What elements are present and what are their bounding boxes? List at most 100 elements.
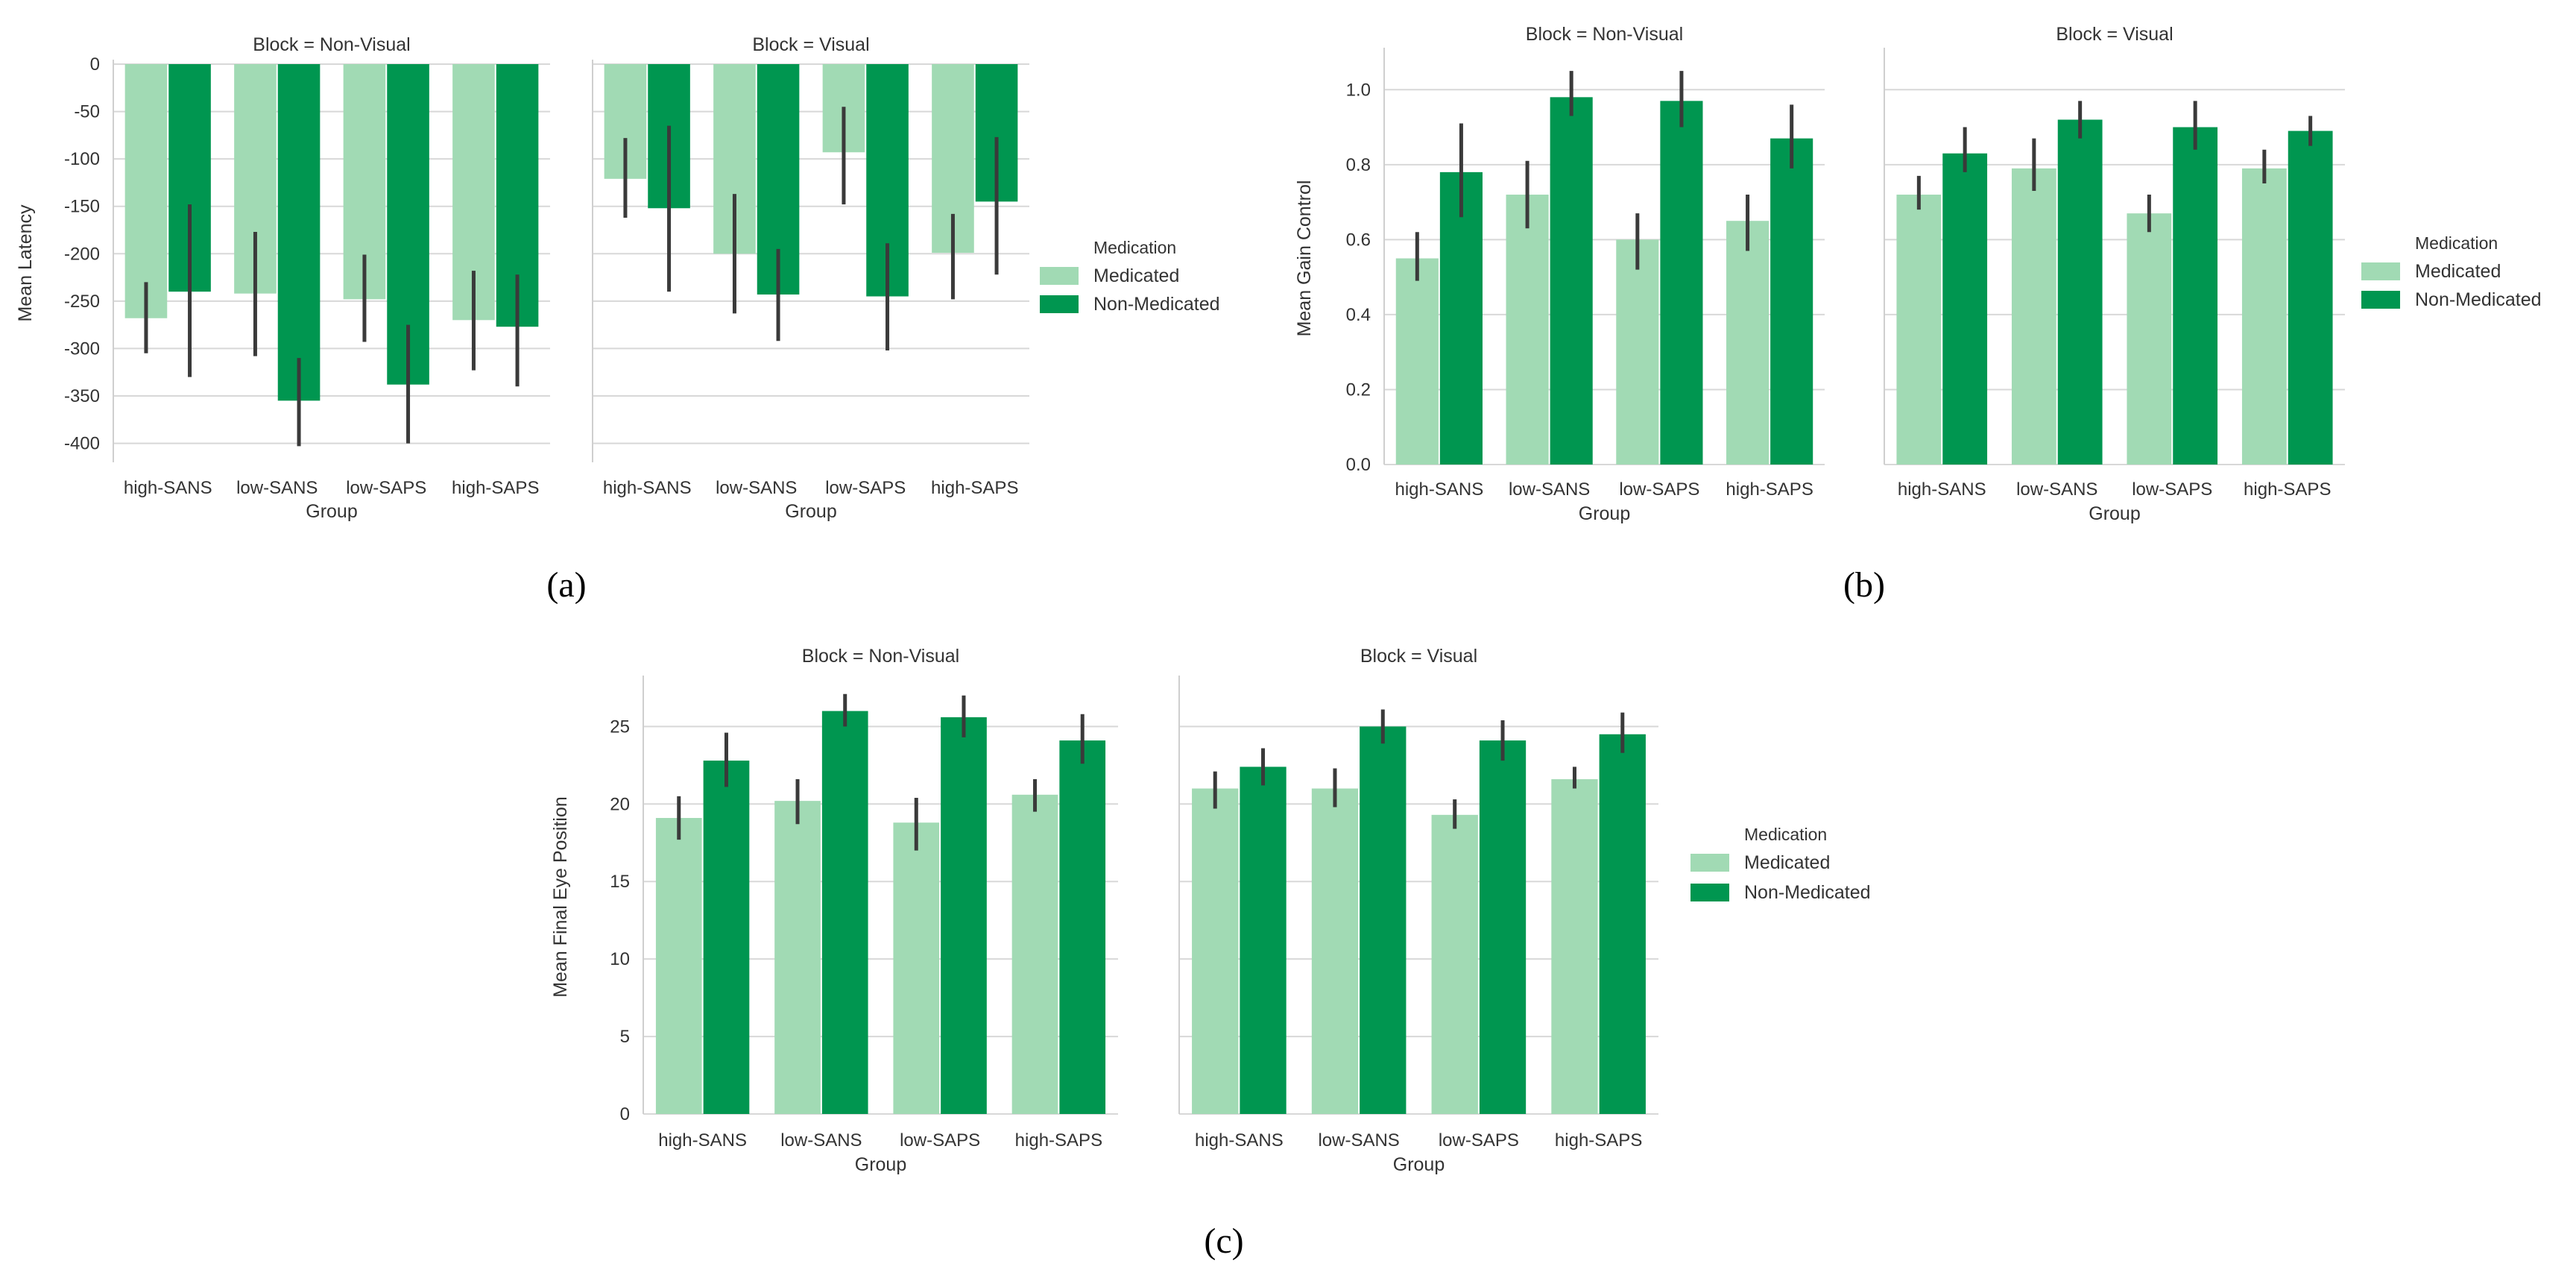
- chart-panel-3: 0 5 10 15 20 25 Block = Non-Visual high-SANS low…: [550, 646, 1871, 1261]
- bar: [1550, 97, 1593, 465]
- bar: [1059, 740, 1106, 1114]
- y-tick-label: 0.6: [1346, 230, 1371, 250]
- bar: [2011, 168, 2056, 465]
- bar: [774, 801, 821, 1114]
- facet-1: 0 5 10 15 20 25 Block = Non-Visual high-SANS low…: [610, 646, 1118, 1175]
- x-axis-label: Group: [1393, 1154, 1445, 1175]
- y-tick-label: 20: [610, 794, 630, 814]
- bar: [1506, 195, 1549, 465]
- x-tick-label: high-SANS: [1898, 479, 1986, 500]
- legend-label: Non-Medicated: [2415, 289, 2542, 310]
- bar: [1551, 779, 1598, 1114]
- x-axis-label: Group: [855, 1154, 906, 1175]
- bar: [124, 64, 168, 318]
- x-tick-label: high-SAPS: [1015, 1130, 1102, 1151]
- bar: [1192, 788, 1239, 1114]
- x-tick-label: low-SAPS: [1619, 479, 1699, 500]
- x-tick-label: low-SAPS: [2132, 479, 2212, 500]
- y-tick-label: 0: [90, 54, 100, 75]
- bar: [1011, 794, 1058, 1114]
- panel-tag: (c): [1204, 1221, 1243, 1261]
- x-tick-label: high-SAPS: [931, 478, 1018, 498]
- x-tick-label: high-SANS: [1195, 1130, 1284, 1151]
- x-tick-label: low-SAPS: [346, 478, 426, 498]
- x-tick-label: high-SAPS: [452, 478, 539, 498]
- x-tick-label: low-SAPS: [825, 478, 906, 498]
- facet-title: Block = Non-Visual: [802, 646, 959, 667]
- y-tick-label: 15: [610, 872, 630, 892]
- y-tick-label: 0.4: [1346, 305, 1371, 325]
- panel-tag: (b): [1843, 565, 1885, 605]
- bar: [821, 711, 868, 1114]
- x-tick-label: high-SANS: [1395, 479, 1484, 500]
- x-tick-label: high-SAPS: [2244, 479, 2331, 500]
- bar: [1726, 221, 1770, 465]
- y-tick-label: 0.8: [1346, 155, 1371, 175]
- y-tick-label: -150: [64, 197, 100, 217]
- bar: [1660, 101, 1703, 465]
- legend: Medication Medicated Non-Medicated: [1690, 825, 1871, 903]
- legend-label: Non-Medicated: [1093, 294, 1220, 315]
- legend-swatch: [1040, 267, 1079, 285]
- y-axis-label: Mean Latency: [15, 204, 36, 322]
- legend-swatch: [2361, 262, 2400, 280]
- x-axis-label: Group: [2089, 503, 2140, 524]
- facet-1: 0.0 0.2 0.4 0.6 0.8 1.0 Block = Non-Visual high…: [1346, 24, 1825, 524]
- bar: [1479, 740, 1527, 1114]
- bar: [893, 822, 940, 1114]
- y-tick-label: -300: [64, 339, 100, 359]
- facet-title: Block = Visual: [752, 34, 869, 55]
- y-tick-label: -50: [74, 102, 100, 122]
- bar: [1439, 171, 1483, 465]
- legend-swatch: [1690, 854, 1729, 872]
- bar: [277, 64, 321, 401]
- x-tick-label: low-SANS: [1509, 479, 1590, 500]
- legend-title: Medication: [1093, 238, 1176, 257]
- bar: [1770, 138, 1813, 465]
- x-tick-label: low-SAPS: [900, 1130, 980, 1151]
- x-tick-label: high-SANS: [124, 478, 212, 498]
- bar: [1942, 153, 1988, 465]
- bar: [1896, 195, 1942, 465]
- bar: [1311, 788, 1359, 1114]
- legend: Medication Medicated Non-Medicated: [2361, 233, 2542, 310]
- legend-title: Medication: [2415, 233, 2498, 253]
- y-tick-label: -400: [64, 434, 100, 454]
- legend-swatch: [2361, 291, 2400, 309]
- facet-title: Block = Non-Visual: [253, 34, 410, 55]
- y-tick-label: 0: [620, 1104, 630, 1124]
- x-axis-label: Group: [1579, 503, 1630, 524]
- x-tick-label: low-SANS: [2016, 479, 2097, 500]
- bar: [1599, 734, 1646, 1114]
- bar: [1395, 258, 1439, 465]
- x-tick-label: low-SANS: [716, 478, 797, 498]
- chart-panel-1: 0 -50 -100 -150 -200 -250 -300 -350 -400 Block = …: [15, 34, 1220, 605]
- y-tick-label: 5: [620, 1027, 630, 1047]
- y-axis-label: Mean Final Eye Position: [550, 796, 571, 998]
- y-axis-label: Mean Gain Control: [1294, 180, 1315, 337]
- y-tick-label: -100: [64, 149, 100, 169]
- bar: [941, 717, 987, 1114]
- facet-2: Block = Visual high-SANS low-SANS low-SAPS h…: [592, 34, 1029, 522]
- y-tick-label: 1.0: [1346, 80, 1371, 100]
- facet-title: Block = Visual: [2056, 24, 2173, 45]
- legend-label: Medicated: [2415, 261, 2501, 282]
- x-tick-label: low-SANS: [1318, 1130, 1399, 1151]
- legend-label: Medicated: [1093, 265, 1179, 286]
- legend-swatch: [1690, 884, 1729, 901]
- facet-2: Block = Visual high-SANS low-SANS low-SAPS h…: [1884, 24, 2345, 524]
- bar: [1616, 239, 1659, 465]
- facet-title: Block = Non-Visual: [1526, 24, 1683, 45]
- x-axis-label: Group: [306, 501, 357, 522]
- y-tick-label: 10: [610, 949, 630, 969]
- legend-swatch: [1040, 295, 1079, 313]
- y-tick-label: -250: [64, 292, 100, 312]
- chart-panel-2: 0.0 0.2 0.4 0.6 0.8 1.0 Block = Non-Visual high…: [1294, 24, 2542, 605]
- facet-1: 0 -50 -100 -150 -200 -250 -300 -350 -400 Block = …: [64, 34, 550, 522]
- x-tick-label: high-SAPS: [1726, 479, 1813, 500]
- facet-title: Block = Visual: [1360, 646, 1477, 667]
- bar: [2127, 213, 2172, 465]
- legend: Medication Medicated Non-Medicated: [1040, 238, 1220, 315]
- x-tick-label: high-SANS: [658, 1130, 747, 1151]
- x-tick-label: low-SANS: [236, 478, 318, 498]
